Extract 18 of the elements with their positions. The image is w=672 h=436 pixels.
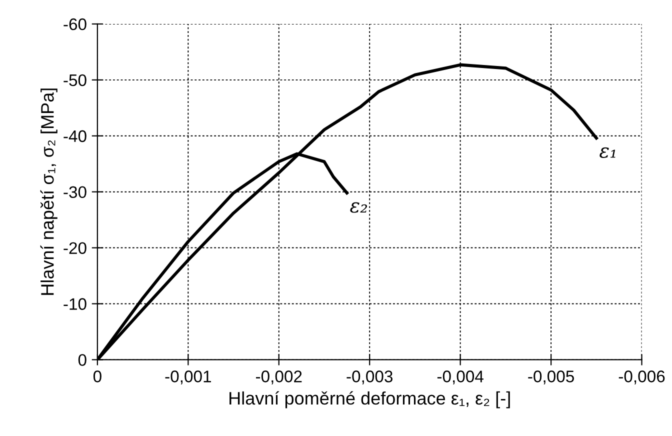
y-tick-label: -60 bbox=[64, 18, 86, 30]
y-tick-label: 0 bbox=[78, 354, 86, 366]
y-tick-label: -10 bbox=[64, 298, 86, 310]
x-tick-label: -0,006 bbox=[618, 370, 665, 384]
x-tick-label: -0,002 bbox=[256, 370, 302, 384]
y-tick-label: -50 bbox=[64, 74, 86, 86]
y-tick-label: -40 bbox=[64, 130, 86, 142]
x-tick-label: -0,001 bbox=[165, 370, 211, 384]
y-tick-label: -20 bbox=[64, 242, 86, 254]
series-label: ε₁ bbox=[600, 147, 616, 158]
series-label: ε₂ bbox=[350, 202, 368, 213]
x-tick-label: -0,005 bbox=[528, 370, 574, 384]
x-tick-label: 0 bbox=[93, 370, 102, 382]
x-tick-label: -0,004 bbox=[437, 370, 484, 384]
x-tick-label: -0,003 bbox=[346, 370, 392, 384]
x-axis-title: Hlavní poměrné deformace ε₁, ε₂ [-] bbox=[230, 391, 510, 408]
y-tick-label: -30 bbox=[64, 186, 86, 198]
y-axis-title: Hlavní napětí σ₁, σ₂ [MPa] bbox=[40, 88, 58, 295]
